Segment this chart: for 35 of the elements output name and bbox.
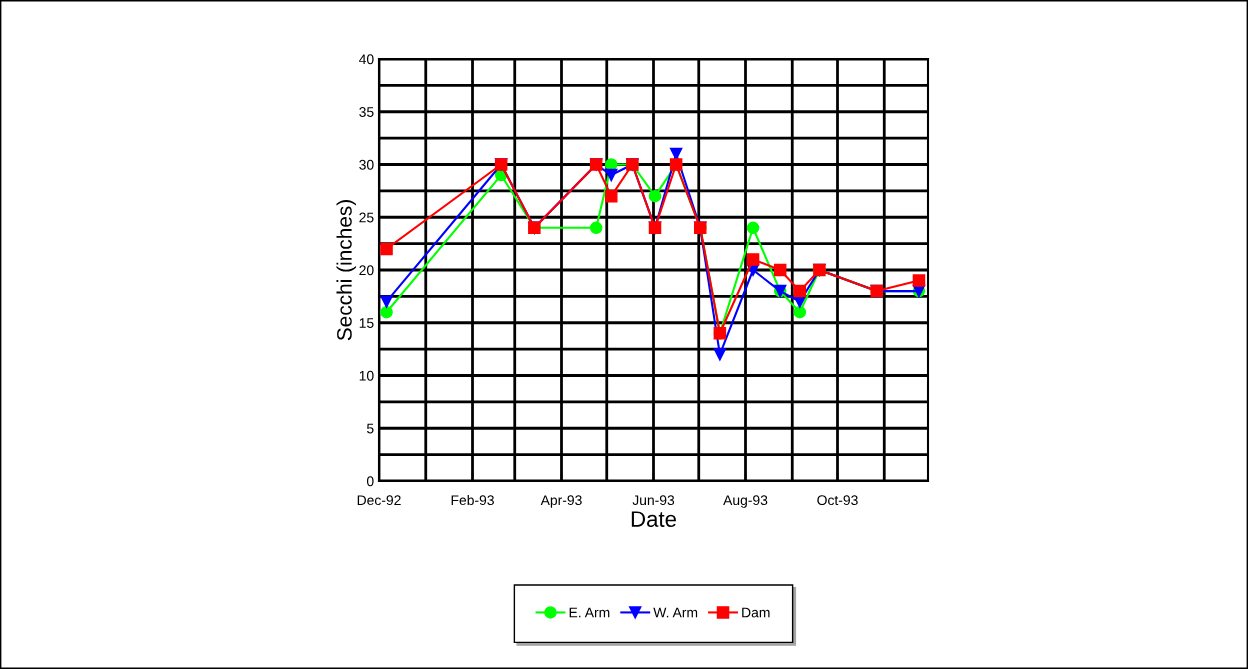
point [380,295,393,308]
point [793,305,807,319]
x-tick-label: Dec-92 [357,495,401,506]
point [605,168,618,182]
y-tick-label: 35 [359,107,374,117]
legend-label: W. Arm [653,607,698,618]
point [648,189,662,203]
point [912,274,926,287]
x-axis-title: Date [631,511,676,527]
y-tick-label: 10 [359,370,374,381]
point [380,305,393,319]
legend-label: Dam [742,607,770,618]
y-tick-label: 5 [366,423,374,434]
y-tick-label: 25 [359,212,374,223]
y-axis-title: Secchi (inches) [336,200,356,341]
x-tick-label: Oct-93 [817,495,858,506]
point [713,348,727,361]
point [669,147,683,161]
point [773,263,787,277]
y-tick-label: 20 [359,265,374,276]
point [605,189,618,203]
y-tick-label: 15 [359,318,374,328]
point [589,221,603,235]
x-tick-label: Apr-93 [540,495,582,508]
point [746,221,760,235]
point [746,253,760,266]
x-tick-label: Jun-93 [632,495,675,506]
y-tick-label: 40 [359,54,374,65]
x-tick-label: Feb-93 [451,494,494,506]
legend-label: E. Arm [569,607,610,618]
x-tick-label: Aug-93 [723,495,768,508]
point [793,284,807,298]
y-tick-label: 0 [366,476,374,487]
point [380,242,393,256]
y-tick-label: 30 [359,159,374,170]
